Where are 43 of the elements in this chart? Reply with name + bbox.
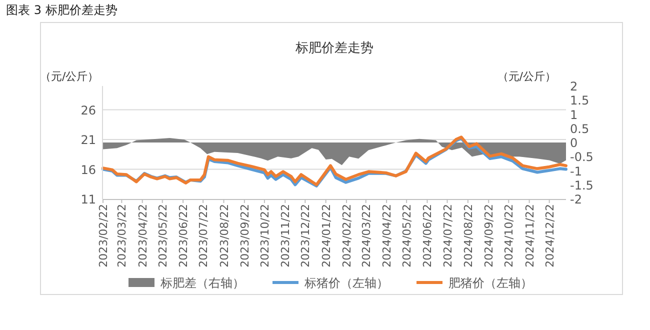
y-tick-label: 16: [80, 162, 96, 177]
x-tick-label: 2024/03/22: [360, 204, 373, 268]
x-tick-label: 2024/06/22: [421, 204, 434, 268]
x-tick-label: 2023/09/22: [238, 204, 252, 268]
x-tick-label: 2024/10/22: [502, 204, 516, 268]
x-tick-label: 2023/08/22: [218, 204, 231, 268]
x-tick-label: 2024/08/22: [462, 204, 475, 268]
chart-title: 图表 3 标肥价差走势: [6, 3, 118, 17]
y2-tick-label: 2: [570, 80, 578, 94]
y-tick-label: 26: [80, 103, 96, 118]
x-tick-label: 2024/09/22: [482, 204, 496, 268]
x-tick-label: 2023/11/22: [279, 204, 292, 268]
y-tick-label: 21: [80, 133, 96, 148]
y2-tick-label: -2: [570, 192, 582, 206]
x-tick-label: 2023/03/22: [116, 204, 129, 268]
x-tick-label: 2023/05/22: [156, 204, 170, 268]
x-tick-label: 2024/02/22: [340, 204, 354, 268]
chart-subtitle: 标肥价差走势: [294, 41, 374, 56]
y-axis-title: （元/公斤）: [40, 70, 99, 83]
y2-tick-label: 1: [570, 108, 578, 122]
x-tick-label: 2024/11/22: [523, 204, 536, 268]
x-tick-label: 2023/04/22: [136, 204, 150, 268]
x-tick-label: 2024/05/22: [400, 204, 414, 268]
y2-tick-label: 0: [570, 136, 578, 150]
y2-tick-label: 1.5: [570, 94, 590, 108]
x-tick-label: 2024/12/22: [543, 204, 556, 268]
x-tick-label: 2023/12/22: [299, 204, 312, 268]
y2-tick-label: -1.5: [570, 178, 594, 192]
y2-tick-label: -1: [570, 164, 582, 178]
x-tick-label: 2024/04/22: [380, 204, 394, 268]
legend-label: 标肥差（右轴）: [160, 276, 244, 290]
x-tick-label: 2023/06/22: [177, 204, 190, 268]
y2-axis-title: （元/公斤）: [497, 70, 556, 83]
legend-label: 标猪价（左轴）: [304, 276, 388, 290]
x-tick-label: 2023/02/22: [97, 204, 110, 268]
x-tick-label: 2024/07/22: [441, 204, 454, 268]
x-tick-label: 2024/01/22: [320, 204, 333, 268]
legend-label: 肥猪价（左轴）: [448, 276, 532, 290]
y2-tick-label: -0.5: [570, 150, 594, 164]
y-tick-label: 11: [80, 192, 96, 206]
x-tick-label: 2023/10/22: [258, 204, 272, 268]
x-tick-label: 2023/07/22: [197, 204, 210, 268]
y2-tick-label: 0.5: [570, 122, 590, 136]
